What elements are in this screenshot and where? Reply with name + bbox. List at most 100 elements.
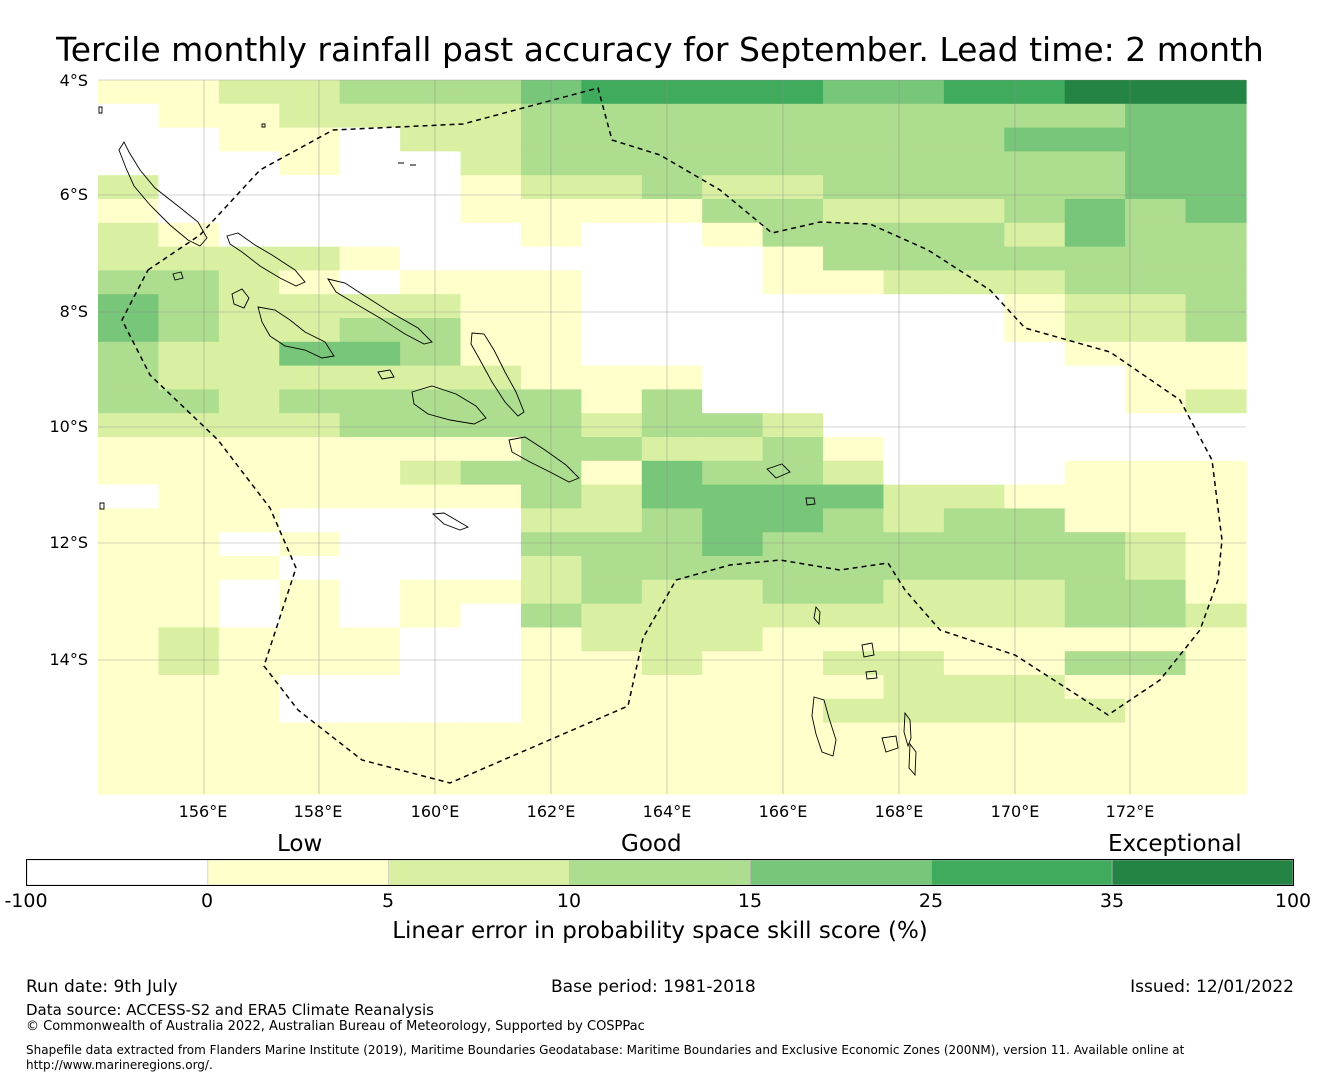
grid-cell xyxy=(158,341,220,367)
grid-cell xyxy=(641,80,703,105)
grid-cell xyxy=(218,127,280,152)
grid-cell xyxy=(98,365,160,390)
grid-cell xyxy=(762,341,824,367)
grid-cell xyxy=(1125,80,1187,105)
grid-cell xyxy=(460,675,522,700)
grid-cell xyxy=(520,389,582,414)
grid-cell xyxy=(1064,460,1126,486)
grid-cell xyxy=(1064,413,1126,438)
grid-cell xyxy=(762,80,824,105)
ontong-java-atoll xyxy=(398,162,416,166)
grid-cell xyxy=(641,698,703,724)
grid-cell xyxy=(943,579,1005,605)
grid-cell xyxy=(1185,222,1247,248)
grid-cell xyxy=(520,199,582,224)
new-georgia-group xyxy=(257,306,335,359)
grid-cell xyxy=(279,365,341,390)
grid-cell xyxy=(460,579,522,605)
grid-cell xyxy=(702,579,764,605)
grid-cell xyxy=(339,103,401,129)
grid-cell xyxy=(520,365,582,390)
grid-cell xyxy=(581,532,643,557)
grid-cell xyxy=(581,151,643,176)
grid-cell xyxy=(98,460,160,486)
map-title: Tercile monthly rainfall past accuracy f… xyxy=(56,30,1264,69)
grid-cell xyxy=(1125,627,1187,652)
grid-cell xyxy=(218,627,280,652)
grid-cell xyxy=(1185,698,1247,724)
grid-cell xyxy=(1064,698,1126,724)
grid-cell xyxy=(218,437,280,462)
grid-cell xyxy=(581,460,643,486)
grid-cell xyxy=(1064,127,1126,152)
grid-cell xyxy=(702,508,764,533)
grid-cell xyxy=(279,556,341,581)
grid-cell xyxy=(1004,175,1066,200)
grid-cell xyxy=(581,746,643,771)
grid-cell xyxy=(1064,746,1126,771)
grid-cell xyxy=(762,389,824,414)
grid-cell xyxy=(98,151,160,176)
grid-cell xyxy=(400,698,462,724)
grid-cell xyxy=(883,270,945,295)
grid-cell xyxy=(400,365,462,390)
grid-cell xyxy=(1064,389,1126,414)
grid-cell xyxy=(762,746,824,771)
grid-cell xyxy=(943,532,1005,557)
grid-cell xyxy=(1004,460,1066,486)
maewo-island xyxy=(908,742,917,777)
skill-grid-cells xyxy=(98,80,1247,795)
grid-cell xyxy=(460,508,522,533)
grid-cell xyxy=(98,603,160,628)
grid-cell xyxy=(339,389,401,414)
grid-cell xyxy=(158,508,220,533)
grid-cell xyxy=(823,270,885,295)
lat-label-4s: 4°S xyxy=(59,71,88,90)
grid-cell xyxy=(1064,675,1126,700)
grid-cell xyxy=(339,175,401,200)
grid-cell xyxy=(1125,199,1187,224)
utupua-island xyxy=(805,497,816,506)
grid-cell xyxy=(279,318,341,343)
colorbar-word-exceptional: Exceptional xyxy=(1108,831,1242,857)
grid-cell xyxy=(581,484,643,509)
lat-label-8s: 8°S xyxy=(59,302,88,321)
grid-cell xyxy=(520,508,582,533)
grid-cell xyxy=(400,246,462,271)
grid-cell xyxy=(1125,341,1187,367)
grid-cell xyxy=(460,318,522,343)
grid-cell xyxy=(641,556,703,581)
grid-cell xyxy=(400,675,462,700)
grid-cell xyxy=(1064,603,1126,628)
grid-cell xyxy=(279,484,341,509)
grid-cell xyxy=(339,722,401,747)
grid-cell xyxy=(1004,365,1066,390)
grid-cell xyxy=(400,175,462,200)
grid-cell xyxy=(823,151,885,176)
grid-cell xyxy=(460,389,522,414)
grid-cell xyxy=(279,127,341,152)
colorbar-tick-35: 35 xyxy=(1099,890,1125,912)
grid-cell xyxy=(460,175,522,200)
grid-cell xyxy=(581,341,643,367)
grid-cell xyxy=(1064,222,1126,248)
grid-cell xyxy=(460,746,522,771)
grid-cell xyxy=(883,484,945,509)
lon-label-156e: 156°E xyxy=(178,802,228,821)
grid-cell xyxy=(762,675,824,700)
grid-cell xyxy=(1185,318,1247,343)
grid-cell xyxy=(943,151,1005,176)
grid-cell xyxy=(158,460,220,486)
grid-cell xyxy=(762,627,824,652)
grid-cell xyxy=(943,389,1005,414)
grid-cell xyxy=(520,222,582,248)
grid-cell xyxy=(400,746,462,771)
grid-cell xyxy=(762,270,824,295)
lon-label-164e: 164°E xyxy=(642,802,692,821)
grid-cell xyxy=(943,746,1005,771)
grid-cell xyxy=(339,556,401,581)
solomon-islands-eez xyxy=(121,87,1223,784)
grid-cell xyxy=(883,460,945,486)
colorbar-bin xyxy=(26,859,209,886)
grid-cell xyxy=(1125,556,1187,581)
